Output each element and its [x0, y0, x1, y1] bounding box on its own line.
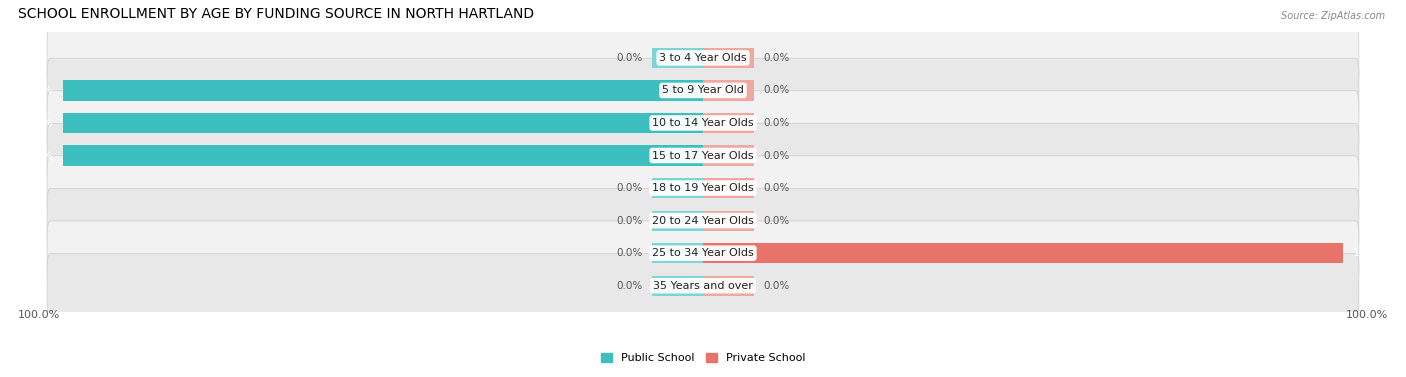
Text: 0.0%: 0.0%	[616, 53, 643, 63]
Bar	[703, 243, 1343, 263]
Bar	[63, 80, 703, 101]
Text: 0.0%: 0.0%	[616, 281, 643, 291]
Text: 0.0%: 0.0%	[763, 183, 790, 193]
Text: 0.0%: 0.0%	[763, 216, 790, 225]
Text: 5 to 9 Year Old: 5 to 9 Year Old	[662, 86, 744, 95]
Text: 35 Years and over: 35 Years and over	[652, 281, 754, 291]
Text: 0.0%: 0.0%	[616, 183, 643, 193]
Bar	[703, 113, 754, 133]
Bar	[703, 276, 754, 296]
Text: 25 to 34 Year Olds: 25 to 34 Year Olds	[652, 248, 754, 258]
FancyBboxPatch shape	[48, 221, 1358, 285]
Text: 100.0%: 100.0%	[14, 118, 53, 128]
Text: 0.0%: 0.0%	[616, 248, 643, 258]
Text: 0.0%: 0.0%	[763, 118, 790, 128]
FancyBboxPatch shape	[48, 26, 1358, 90]
Text: 100.0%: 100.0%	[18, 310, 60, 320]
Bar	[652, 210, 703, 231]
Text: 0.0%: 0.0%	[763, 281, 790, 291]
Bar	[703, 210, 754, 231]
Bar	[703, 146, 754, 166]
Bar	[652, 48, 703, 68]
Text: 0.0%: 0.0%	[763, 86, 790, 95]
FancyBboxPatch shape	[48, 156, 1358, 220]
Text: 100.0%: 100.0%	[1346, 310, 1388, 320]
Bar	[703, 80, 754, 101]
Bar	[703, 178, 754, 198]
Text: 20 to 24 Year Olds: 20 to 24 Year Olds	[652, 216, 754, 225]
Text: 18 to 19 Year Olds: 18 to 19 Year Olds	[652, 183, 754, 193]
Text: Source: ZipAtlas.com: Source: ZipAtlas.com	[1281, 11, 1385, 21]
Bar	[63, 146, 703, 166]
FancyBboxPatch shape	[48, 91, 1358, 155]
Text: 15 to 17 Year Olds: 15 to 17 Year Olds	[652, 150, 754, 161]
Bar	[652, 178, 703, 198]
Text: 0.0%: 0.0%	[763, 150, 790, 161]
Text: SCHOOL ENROLLMENT BY AGE BY FUNDING SOURCE IN NORTH HARTLAND: SCHOOL ENROLLMENT BY AGE BY FUNDING SOUR…	[18, 7, 534, 21]
Legend: Public School, Private School: Public School, Private School	[596, 349, 810, 368]
FancyBboxPatch shape	[48, 58, 1358, 123]
FancyBboxPatch shape	[48, 123, 1358, 188]
FancyBboxPatch shape	[48, 253, 1358, 318]
Bar	[703, 48, 754, 68]
Text: 3 to 4 Year Olds: 3 to 4 Year Olds	[659, 53, 747, 63]
Text: 0.0%: 0.0%	[763, 53, 790, 63]
FancyBboxPatch shape	[48, 188, 1358, 253]
Text: 10 to 14 Year Olds: 10 to 14 Year Olds	[652, 118, 754, 128]
Text: 0.0%: 0.0%	[616, 216, 643, 225]
Text: 100.0%: 100.0%	[14, 150, 53, 161]
Text: 100.0%: 100.0%	[14, 86, 53, 95]
Bar	[652, 276, 703, 296]
Bar	[63, 113, 703, 133]
Text: 100.0%: 100.0%	[1353, 248, 1392, 258]
Bar	[652, 243, 703, 263]
